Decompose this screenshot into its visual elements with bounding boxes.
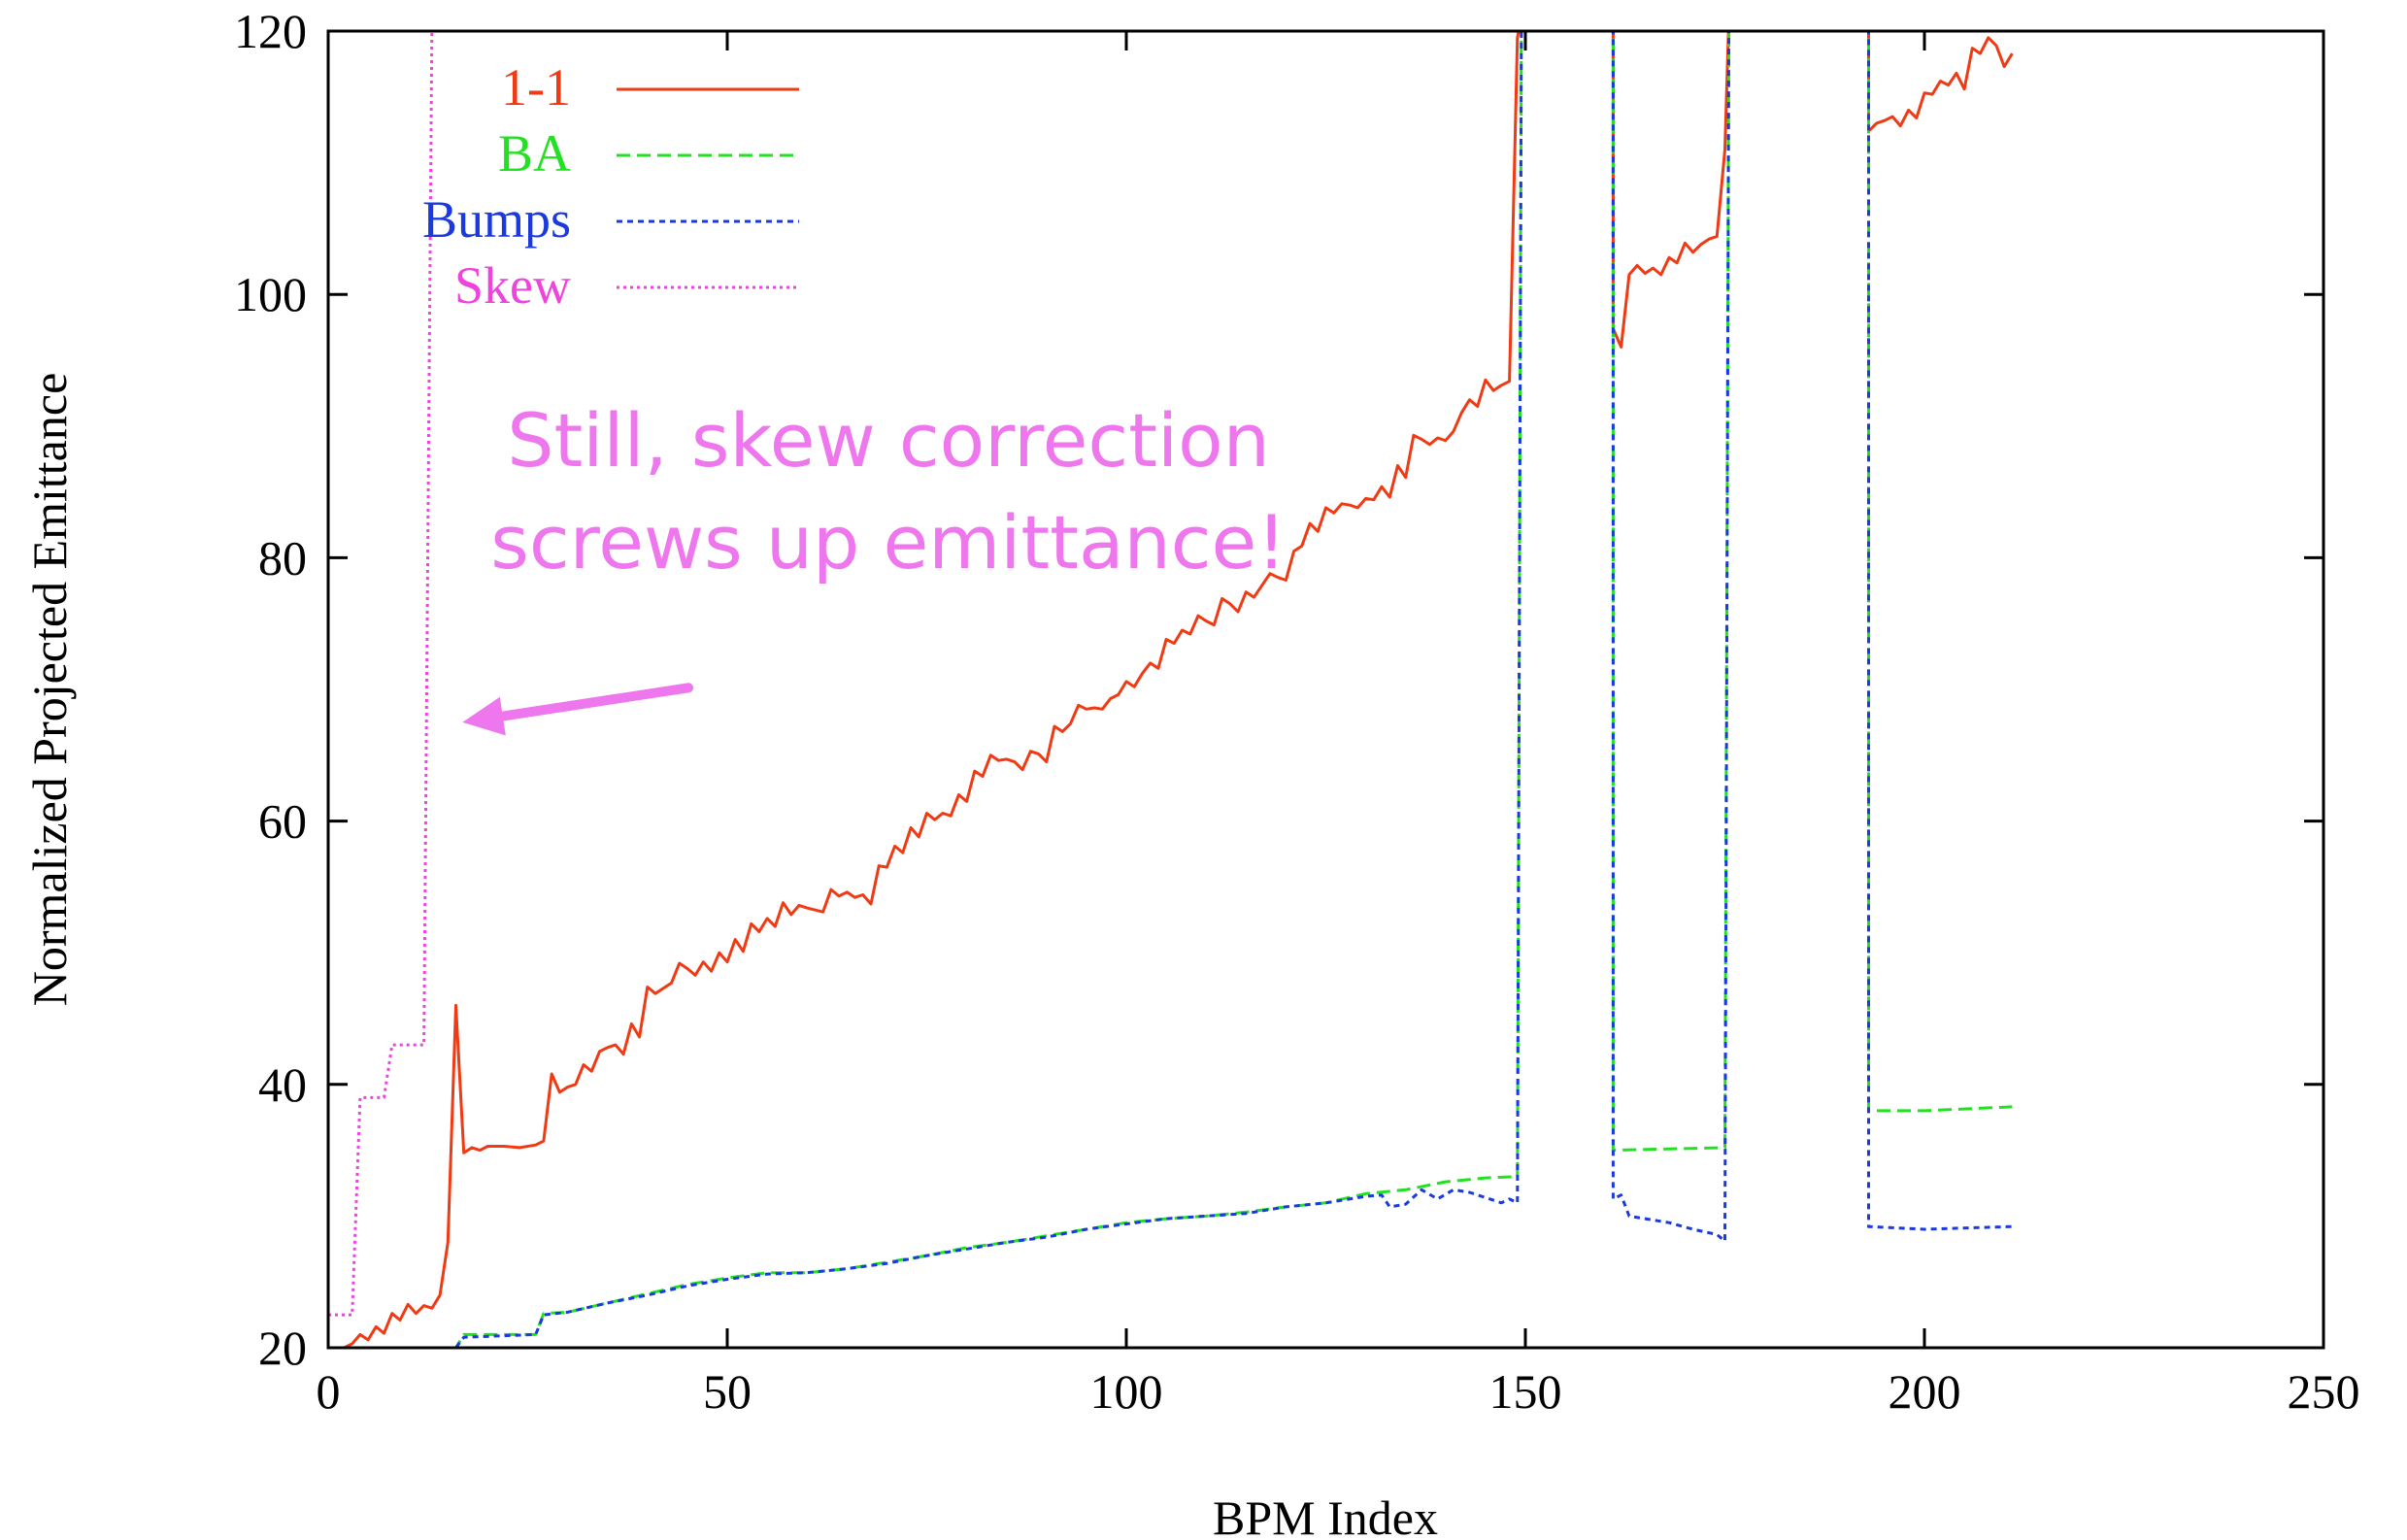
series-line-1-1-segment-3	[1867, 31, 2014, 133]
series-line-bumps-segment-2	[1611, 31, 1731, 1243]
axis-ticks: 0 50 100 150 200 250 20 40 60 80 100 120	[234, 4, 2360, 1419]
series-line-bumps-segment-1	[328, 31, 1523, 1348]
x-tick-label: 100	[1090, 1364, 1163, 1419]
legend-label-skew: Skew	[454, 256, 571, 315]
y-axis-title: Normalized Projected Emittance	[22, 373, 77, 1007]
annotation-arrow-head	[462, 696, 506, 736]
series-line-bumps-segment-3	[1867, 31, 2013, 1231]
series-line-ba-segment-3	[1867, 31, 2013, 1113]
annotation-arrow-shaft	[497, 683, 693, 721]
legend-label-1-1: 1-1	[501, 58, 571, 117]
y-tick-label: 120	[234, 4, 307, 58]
annotation-line-2: screws up emittance!	[490, 499, 1286, 586]
y-tick-label: 20	[258, 1321, 307, 1375]
series-line-skew-segment-1	[328, 31, 434, 1317]
x-axis-title: BPM Index	[1213, 1490, 1438, 1540]
x-tick-label: 50	[703, 1364, 752, 1419]
annotation-line-1: Still, skew correction	[507, 397, 1270, 484]
series-line-ba-segment-1	[328, 31, 1523, 1348]
y-tick-label: 40	[258, 1057, 307, 1112]
series-line-1-1-segment-1	[328, 31, 1521, 1348]
annotation: Still, skew correction screws up emittan…	[462, 397, 1287, 736]
series-line-1-1-segment-2	[1611, 31, 1730, 349]
plot-frame	[326, 29, 2325, 1350]
y-tick-label: 60	[258, 794, 307, 849]
y-tick-label: 100	[234, 267, 307, 321]
x-tick-label: 150	[1489, 1364, 1562, 1419]
legend-label-ba: BA	[498, 124, 571, 183]
series-layer	[328, 31, 2014, 1348]
x-tick-label: 200	[1889, 1364, 1961, 1419]
legend: 1-1 BA Bumps Skew	[422, 58, 799, 315]
series-line-ba-segment-2	[1611, 31, 1731, 1153]
y-tick-label: 80	[258, 530, 307, 585]
x-tick-label: 0	[317, 1364, 341, 1419]
legend-label-bumps: Bumps	[422, 190, 571, 249]
x-tick-label: 250	[2288, 1364, 2360, 1419]
